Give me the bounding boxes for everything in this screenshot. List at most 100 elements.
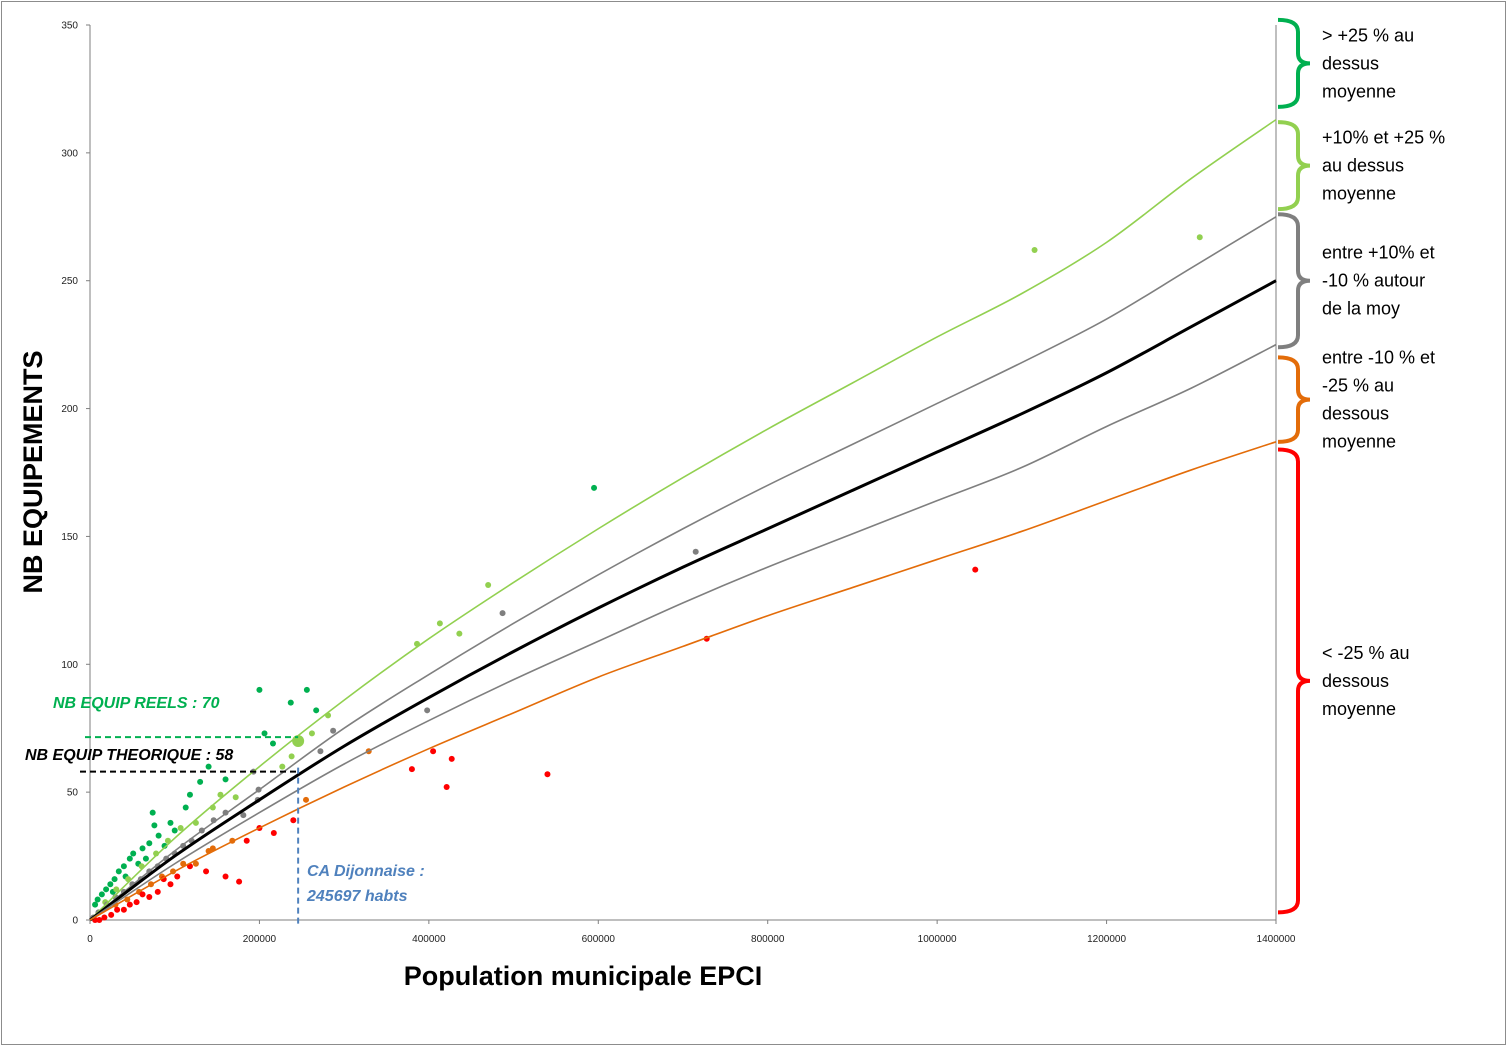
trend-curve-0: [89, 118, 1277, 921]
data-point: [1196, 234, 1203, 241]
data-point: [270, 830, 277, 837]
data-point: [203, 868, 210, 875]
data-point: [133, 899, 140, 906]
data-point: [197, 778, 204, 785]
data-point: [120, 906, 127, 913]
data-point: [186, 791, 193, 798]
data-point: [222, 873, 229, 880]
data-point: [692, 548, 699, 555]
x-tick-label: 800000: [751, 934, 785, 945]
reel-annotation: NB EQUIP REELS : 70: [53, 695, 220, 712]
data-point: [243, 837, 250, 844]
data-point: [103, 886, 110, 893]
legend-label-line: dessous: [1322, 404, 1389, 424]
data-point: [115, 868, 122, 875]
data-point: [448, 755, 455, 762]
data-point: [240, 812, 247, 819]
data-point: [120, 863, 127, 870]
data-point: [130, 850, 137, 857]
data-point: [108, 911, 115, 918]
data-point: [94, 896, 101, 903]
data-point: [303, 796, 310, 803]
data-point: [287, 699, 294, 706]
data-point: [236, 878, 243, 885]
legend-label-line: moyenne: [1322, 81, 1396, 101]
legend-label-line: dessous: [1322, 671, 1389, 691]
data-point: [155, 832, 162, 839]
data-point: [161, 842, 168, 849]
trend-curve-1: [89, 216, 1277, 921]
y-tick-label: 50: [67, 788, 79, 799]
x-tick-label: 1200000: [1087, 934, 1126, 945]
data-point: [139, 891, 146, 898]
data-point: [171, 827, 178, 834]
legend-label-line: entre +10% et: [1322, 243, 1435, 263]
legend-label-line: moyenne: [1322, 184, 1396, 204]
legend-label-line: > +25 % au: [1322, 25, 1414, 45]
legend-label-line: dessus: [1322, 53, 1379, 73]
data-point: [330, 727, 337, 734]
data-point: [92, 901, 99, 908]
x-tick-label: 1400000: [1257, 934, 1296, 945]
legend-label-line: au dessus: [1322, 156, 1404, 176]
legend-brace-2: [1277, 212, 1311, 350]
data-point: [544, 771, 551, 778]
data-point: [167, 881, 174, 888]
y-tick-label: 0: [72, 916, 78, 927]
data-point: [174, 873, 181, 880]
data-point: [114, 906, 121, 913]
data-point: [167, 819, 174, 826]
data-point: [308, 730, 315, 737]
legend-label-line: de la moy: [1322, 299, 1400, 319]
data-point: [261, 730, 268, 737]
y-tick-label: 100: [61, 660, 78, 671]
data-point: [126, 901, 133, 908]
dijon-annotation-line: 245697 habts: [306, 888, 408, 905]
x-tick-label: 400000: [412, 934, 446, 945]
data-point: [408, 766, 415, 773]
data-point: [192, 860, 199, 867]
legend-brace-3: [1277, 355, 1311, 444]
data-point: [113, 886, 120, 893]
x-tick-label: 1000000: [918, 934, 957, 945]
data-point: [222, 776, 229, 783]
trend-curve-2: [89, 279, 1277, 922]
legend-label-line: -10 % autour: [1322, 271, 1425, 291]
data-point: [232, 794, 239, 801]
data-point: [126, 855, 133, 862]
data-point: [149, 809, 156, 816]
legend-label-line: +10% et +25 %: [1322, 128, 1445, 148]
x-tick-label: 200000: [243, 934, 277, 945]
legend-brace-4: [1277, 447, 1311, 915]
y-axis-label: NB EQUIPEMENTS: [18, 350, 48, 593]
data-point: [139, 845, 146, 852]
data-point: [146, 893, 153, 900]
data-point: [98, 891, 105, 898]
trend-curve-3: [89, 343, 1277, 921]
x-axis-label: Population municipale EPCI: [404, 961, 763, 991]
data-point: [456, 630, 463, 637]
data-point: [111, 876, 118, 883]
data-point: [313, 707, 320, 714]
data-point: [154, 888, 161, 895]
data-point: [424, 707, 431, 714]
data-point: [269, 740, 276, 747]
data-point: [288, 753, 295, 760]
data-point: [177, 824, 184, 831]
data-point: [443, 784, 450, 791]
data-point: [485, 582, 492, 589]
y-tick-label: 350: [61, 21, 78, 32]
data-point: [499, 610, 506, 617]
y-tick-label: 150: [61, 532, 78, 543]
legend-label-line: < -25 % au: [1322, 643, 1410, 663]
legend-label-line: -25 % au: [1322, 376, 1394, 396]
data-point: [101, 914, 108, 921]
data-point: [96, 917, 103, 923]
dijon-annotation-line: CA Dijonnaise :: [307, 863, 425, 880]
data-point: [972, 566, 979, 573]
data-point: [591, 484, 598, 491]
y-tick-label: 250: [61, 276, 78, 287]
data-point: [205, 763, 212, 770]
